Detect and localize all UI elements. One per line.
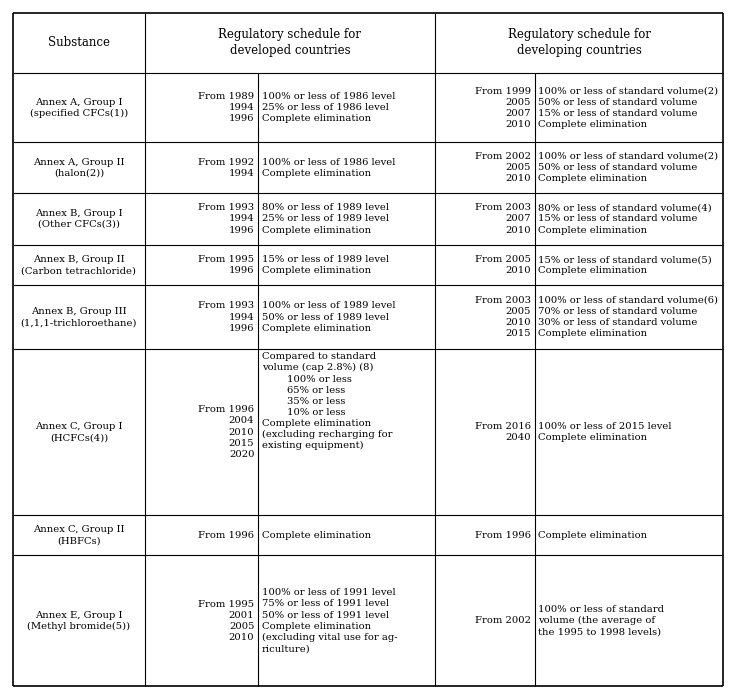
Text: Annex B, Group I
(Other CFCs(3)): Annex B, Group I (Other CFCs(3)) [35, 209, 123, 229]
Text: From 2016
2040: From 2016 2040 [475, 422, 531, 442]
Text: 100% or less of standard volume(2)
50% or less of standard volume
15% or less of: 100% or less of standard volume(2) 50% o… [539, 87, 718, 129]
Text: From 1993
1994
1996: From 1993 1994 1996 [198, 301, 255, 333]
Text: 15% or less of 1989 level
Complete elimination: 15% or less of 1989 level Complete elimi… [262, 255, 389, 275]
Text: 100% or less of 1989 level
50% or less of 1989 level
Complete elimination: 100% or less of 1989 level 50% or less o… [262, 301, 395, 333]
Text: 15% or less of standard volume(5)
Complete elimination: 15% or less of standard volume(5) Comple… [539, 255, 712, 275]
Text: Annex B, Group III
(1,1,1-trichloroethane): Annex B, Group III (1,1,1-trichloroethan… [21, 307, 137, 327]
Text: Annex C, Group I
(HCFCs(4)): Annex C, Group I (HCFCs(4)) [35, 422, 123, 442]
Text: From 1995
2001
2005
2010: From 1995 2001 2005 2010 [198, 600, 255, 642]
Text: From 1989
1994
1996: From 1989 1994 1996 [198, 92, 255, 123]
Text: Regulatory schedule for
developed countries: Regulatory schedule for developed countr… [219, 29, 361, 57]
Text: 100% or less of 2015 level
Complete elimination: 100% or less of 2015 level Complete elim… [539, 422, 672, 442]
Text: From 2002: From 2002 [475, 617, 531, 625]
Text: From 2002
2005
2010: From 2002 2005 2010 [475, 152, 531, 183]
Text: 100% or less of standard volume(2)
50% or less of standard volume
Complete elimi: 100% or less of standard volume(2) 50% o… [539, 152, 718, 183]
Text: Annex E, Group I
(Methyl bromide(5)): Annex E, Group I (Methyl bromide(5)) [27, 611, 130, 631]
Text: From 1992
1994: From 1992 1994 [198, 157, 255, 178]
Text: Annex A, Group I
(specified CFCs(1)): Annex A, Group I (specified CFCs(1)) [29, 98, 128, 118]
Text: Complete elimination: Complete elimination [262, 531, 371, 540]
Text: Substance: Substance [48, 36, 110, 50]
Text: Complete elimination: Complete elimination [539, 531, 648, 540]
Text: 100% or less of 1986 level
Complete elimination: 100% or less of 1986 level Complete elim… [262, 157, 395, 178]
Text: 80% or less of 1989 level
25% or less of 1989 level
Complete elimination: 80% or less of 1989 level 25% or less of… [262, 203, 389, 235]
Text: From 2003
2007
2010: From 2003 2007 2010 [475, 203, 531, 235]
Text: From 1999
2005
2007
2010: From 1999 2005 2007 2010 [475, 87, 531, 129]
Text: From 1996
2004
2010
2015
2020: From 1996 2004 2010 2015 2020 [198, 405, 255, 459]
Text: 80% or less of standard volume(4)
15% or less of standard volume
Complete elimin: 80% or less of standard volume(4) 15% or… [539, 203, 712, 235]
Text: From 2003
2005
2010
2015: From 2003 2005 2010 2015 [475, 296, 531, 338]
Text: Annex B, Group II
(Carbon tetrachloride): Annex B, Group II (Carbon tetrachloride) [21, 255, 136, 275]
Text: 100% or less of 1986 level
25% or less of 1986 level
Complete elimination: 100% or less of 1986 level 25% or less o… [262, 92, 395, 123]
Text: Compared to standard
volume (cap 2.8%) (8)
        100% or less
        65% or l: Compared to standard volume (cap 2.8%) (… [262, 352, 392, 450]
Text: From 1995
1996: From 1995 1996 [198, 255, 255, 275]
Text: From 1996: From 1996 [475, 531, 531, 540]
Text: From 1993
1994
1996: From 1993 1994 1996 [198, 203, 255, 235]
Text: Annex C, Group II
(HBFCs): Annex C, Group II (HBFCs) [33, 525, 124, 545]
Text: From 1996: From 1996 [198, 531, 255, 540]
Text: Regulatory schedule for
developing countries: Regulatory schedule for developing count… [508, 29, 651, 57]
Text: Annex A, Group II
(halon(2)): Annex A, Group II (halon(2)) [33, 157, 124, 178]
Text: From 2005
2010: From 2005 2010 [475, 255, 531, 275]
Text: 100% or less of standard volume(6)
70% or less of standard volume
30% or less of: 100% or less of standard volume(6) 70% o… [539, 296, 718, 338]
Text: 100% or less of standard
volume (the average of
the 1995 to 1998 levels): 100% or less of standard volume (the ave… [539, 605, 665, 636]
Text: 100% or less of 1991 level
75% or less of 1991 level
50% or less of 1991 level
C: 100% or less of 1991 level 75% or less o… [262, 589, 397, 653]
